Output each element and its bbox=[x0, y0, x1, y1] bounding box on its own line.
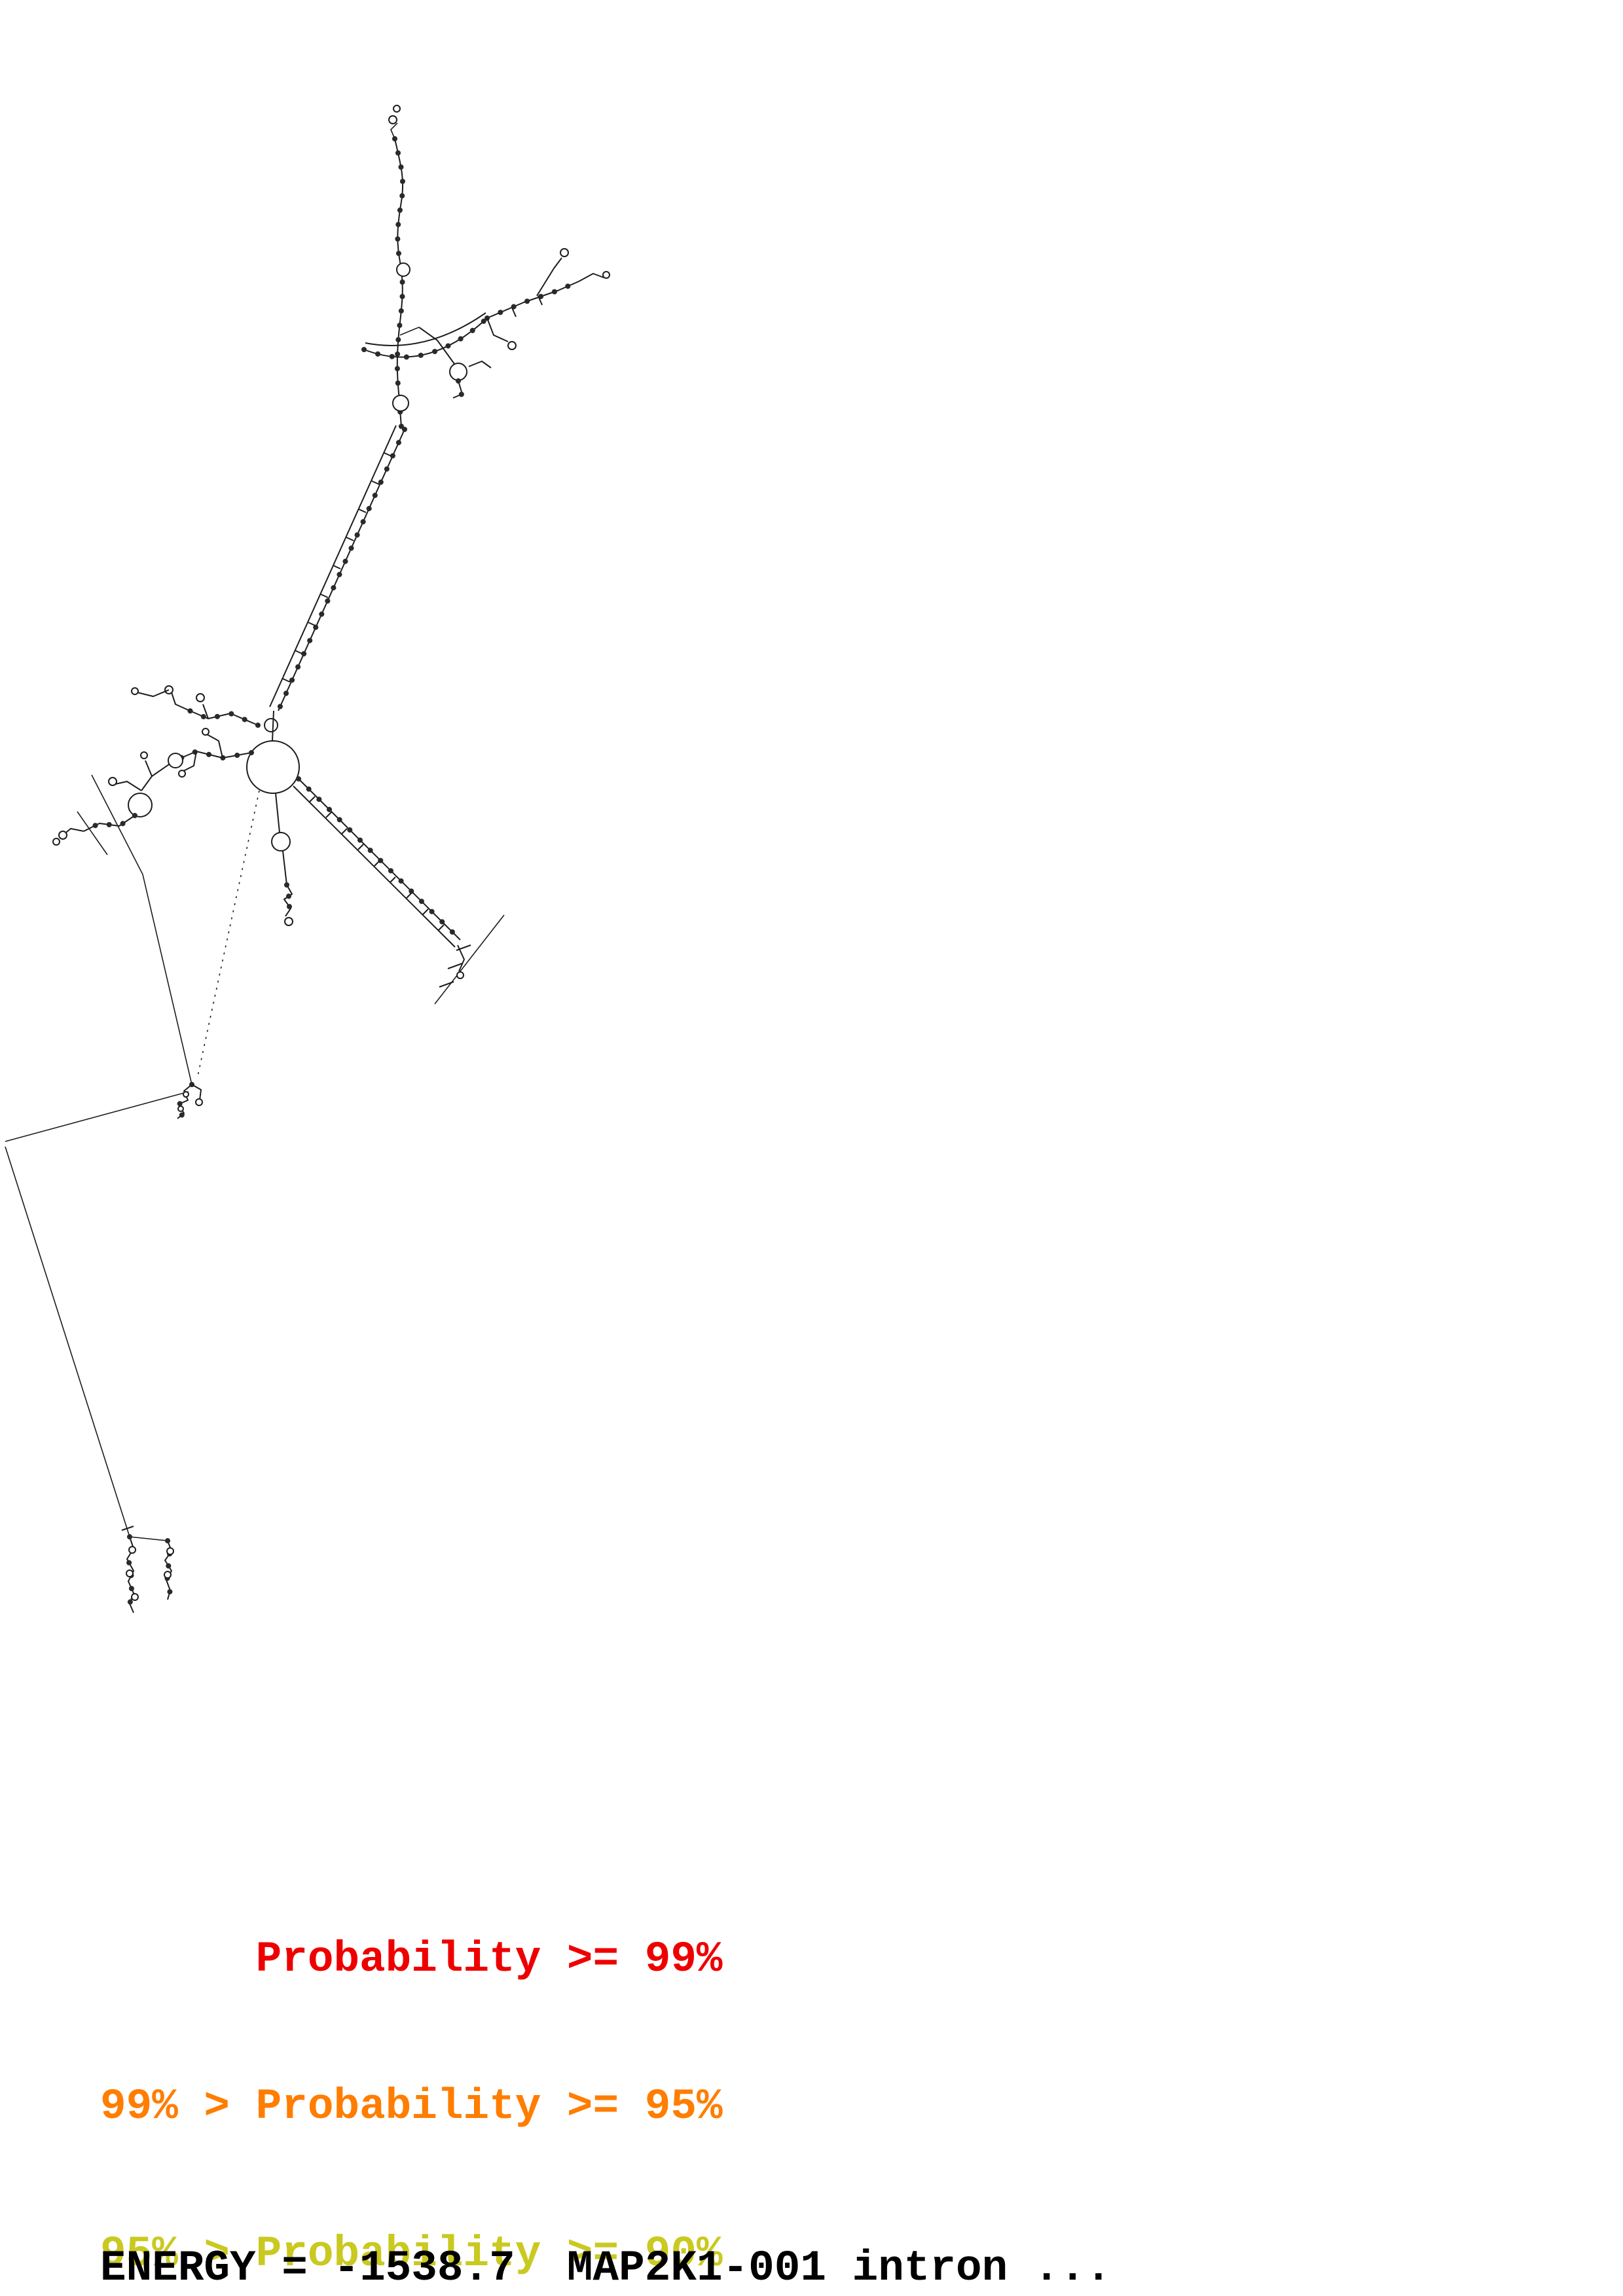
lower-right-stem bbox=[293, 776, 505, 1005]
central-multiloop bbox=[246, 710, 300, 926]
legend-item-ge-99: Probability >= 99% bbox=[255, 1935, 723, 1984]
structure-drawing bbox=[5, 105, 610, 1615]
top-hairpin-arm bbox=[388, 105, 410, 429]
skeleton-lines bbox=[5, 774, 260, 1537]
probability-legend: Probability >= 99% 99% > Probability >= … bbox=[100, 1837, 723, 2296]
sub-arc-cluster bbox=[418, 327, 492, 401]
main-stem bbox=[264, 425, 407, 732]
legend-item-95-99: 99% > Probability >= 95% bbox=[100, 2082, 723, 2131]
right-branch-cluster bbox=[484, 248, 610, 350]
legend-item-90-95: 95% > Probability >= 90% bbox=[100, 2229, 723, 2278]
left-branch-cluster bbox=[52, 685, 261, 855]
bottom-hairpins bbox=[121, 1526, 175, 1615]
arc-branch bbox=[361, 312, 490, 360]
mid-cluster bbox=[175, 1082, 203, 1121]
energy-line: ENERGY = -1538.7 MAP2K1-001 intron ... bbox=[100, 2244, 1112, 2293]
